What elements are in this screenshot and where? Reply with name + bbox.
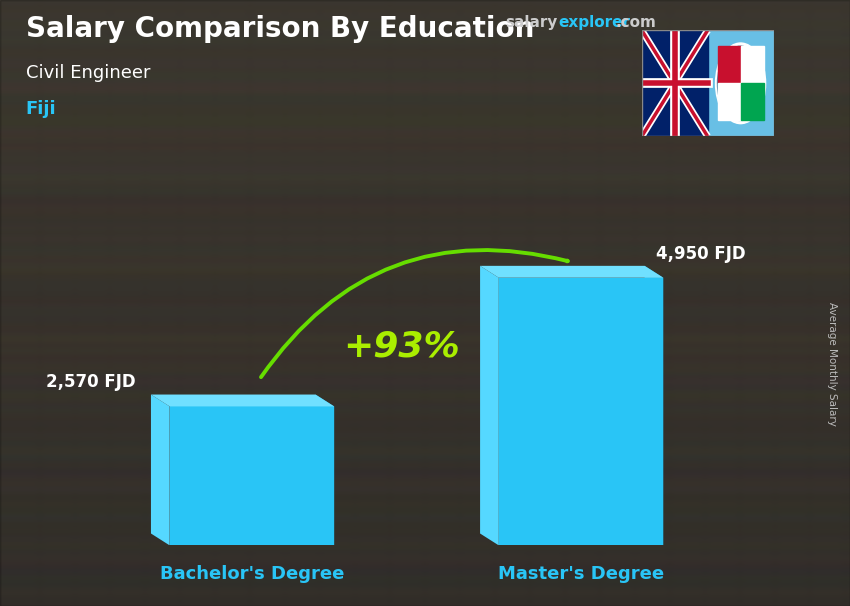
Text: +93%: +93% (343, 330, 460, 364)
Text: Civil Engineer: Civil Engineer (26, 64, 150, 82)
Bar (642, 30, 707, 136)
Text: salary: salary (506, 15, 558, 30)
Text: 2,570 FJD: 2,570 FJD (47, 373, 136, 391)
Text: Average Monthly Salary: Average Monthly Salary (827, 302, 837, 425)
Bar (499, 278, 663, 545)
Polygon shape (480, 266, 499, 545)
Polygon shape (315, 395, 334, 545)
Text: 4,950 FJD: 4,950 FJD (656, 245, 745, 262)
Circle shape (716, 43, 766, 124)
Polygon shape (151, 395, 170, 545)
Circle shape (717, 46, 763, 121)
Bar (717, 46, 740, 84)
Bar (740, 84, 763, 121)
Bar (717, 84, 740, 121)
Bar (740, 46, 763, 84)
Bar (170, 407, 334, 545)
Text: explorer: explorer (558, 15, 631, 30)
Text: Fiji: Fiji (26, 100, 56, 118)
Polygon shape (151, 395, 334, 407)
Polygon shape (480, 266, 663, 278)
Text: .com: .com (615, 15, 656, 30)
Text: Salary Comparison By Education: Salary Comparison By Education (26, 15, 534, 43)
Polygon shape (644, 266, 663, 545)
FancyArrowPatch shape (261, 250, 568, 377)
